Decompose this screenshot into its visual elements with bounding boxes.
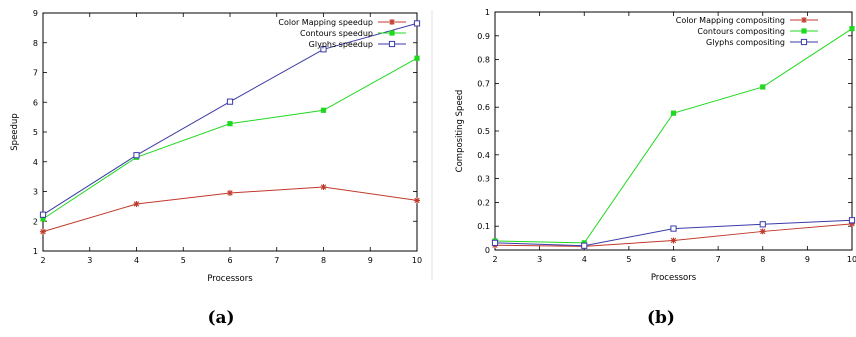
y-tick-label: 6	[33, 98, 38, 107]
data-point-s1-3	[760, 84, 766, 90]
data-point-s2-3	[759, 221, 766, 228]
data-point-s0-4	[849, 220, 855, 227]
legend-label-0: Color Mapping compositing	[676, 16, 785, 25]
data-point-s2-0	[491, 239, 499, 246]
caption-b: (b)	[647, 308, 675, 328]
data-point-s0-2	[670, 237, 677, 244]
data-point-s2-0	[39, 211, 47, 218]
x-tick-label: 9	[805, 255, 810, 264]
x-tick-label: 4	[582, 255, 587, 264]
chart-b-compositing-speed: 2 3 4 5 6 7 8 9 10 0 0.1 0.2 0.3 0.4 0.5 0.6 0.7 0.8 0.9 1 P…	[455, 8, 856, 283]
y-tick-label: 8	[33, 39, 38, 48]
data-point-s1-2	[227, 121, 233, 127]
legend-marker-2	[388, 40, 396, 48]
x-tick-label: 7	[274, 256, 279, 265]
y-tick-label: 5	[33, 128, 38, 137]
data-point-s2-2	[226, 98, 234, 105]
data-point-s1-4	[414, 55, 420, 61]
x-tick-label: 6	[227, 256, 232, 265]
x-tick-label: 3	[537, 255, 542, 264]
plot-frame	[494, 11, 853, 251]
legend-label-2: Glyphs speedup	[309, 40, 373, 49]
y-tick-label: 0.2	[477, 198, 490, 207]
x-tick-label: 5	[626, 255, 631, 264]
x-tick-label: 9	[368, 256, 373, 265]
y-tick-label: 1	[33, 247, 38, 256]
y-tick-label: 0.6	[477, 103, 490, 112]
y-tick-label: 0.8	[477, 56, 490, 65]
x-tick-label: 7	[716, 255, 721, 264]
y-tick-label: 0.9	[477, 32, 490, 41]
y-tick-label: 7	[33, 69, 38, 78]
y-axis-label: Speedup	[10, 113, 20, 150]
chart-a-speedup: 2 3 4 5 6 7 8 9 10123456789ProcessorsSpeedupColo…	[10, 9, 422, 284]
legend-label-1: Contours compositing	[697, 27, 785, 36]
data-point-s2-1	[581, 242, 588, 249]
caption-a: (a)	[207, 308, 234, 328]
y-tick-label: 2	[33, 217, 38, 226]
x-tick-label: 8	[321, 256, 326, 265]
x-tick-label: 2	[40, 256, 45, 265]
x-tick-label: 10	[847, 255, 856, 264]
y-tick-label: 4	[33, 158, 38, 167]
legend-marker-1	[389, 30, 395, 36]
data-point-s1-2	[670, 110, 677, 116]
legend-marker-0	[801, 17, 807, 23]
data-point-s1-4	[849, 26, 855, 32]
data-point-s2-3	[320, 46, 327, 53]
data-point-s1-3	[320, 107, 327, 113]
y-tick-label: 3	[33, 188, 38, 197]
x-axis-label: Processors	[651, 273, 697, 283]
y-axis-label: Compositing Speed	[455, 90, 465, 173]
data-point-s0-3	[759, 228, 766, 235]
data-point-s1-0	[40, 216, 46, 222]
legend-label-2: Glyphs compositing	[706, 38, 785, 47]
legend-label-1: Contours speedup	[300, 29, 373, 38]
data-point-s2-4	[848, 217, 856, 224]
x-axis-label: Processors	[207, 274, 253, 284]
x-tick-label: 6	[671, 255, 676, 264]
data-point-s0-2	[227, 189, 233, 196]
data-point-s0-4	[414, 197, 420, 204]
x-tick-label: 2	[492, 255, 497, 264]
x-tick-label: 5	[181, 256, 186, 265]
x-tick-label: 4	[134, 256, 139, 265]
data-point-s2-1	[133, 152, 140, 159]
y-tick-label: 0.3	[477, 175, 490, 184]
y-tick-label: 0.4	[477, 151, 490, 160]
y-tick-label: 1	[485, 8, 490, 17]
y-tick-label: 0.1	[477, 222, 490, 231]
series-line-1	[494, 28, 853, 244]
data-point-s2-2	[670, 225, 677, 232]
series-line-2	[42, 22, 418, 216]
legend-marker-1	[801, 28, 807, 34]
legend-marker-0	[389, 19, 395, 25]
data-point-s0-0	[40, 228, 46, 235]
y-tick-label: 0	[485, 246, 490, 255]
data-point-s0-3	[320, 184, 327, 191]
x-tick-label: 3	[87, 256, 92, 265]
x-tick-label: 8	[760, 255, 765, 264]
data-point-s0-1	[133, 200, 140, 207]
legend-marker-2	[800, 38, 808, 46]
data-point-s2-4	[413, 20, 421, 27]
x-tick-label: 10	[412, 256, 422, 265]
y-tick-label: 9	[33, 9, 38, 18]
y-tick-label: 0.5	[477, 127, 490, 136]
y-tick-label: 0.7	[477, 79, 490, 88]
legend-label-0: Color Mapping speedup	[278, 18, 373, 27]
